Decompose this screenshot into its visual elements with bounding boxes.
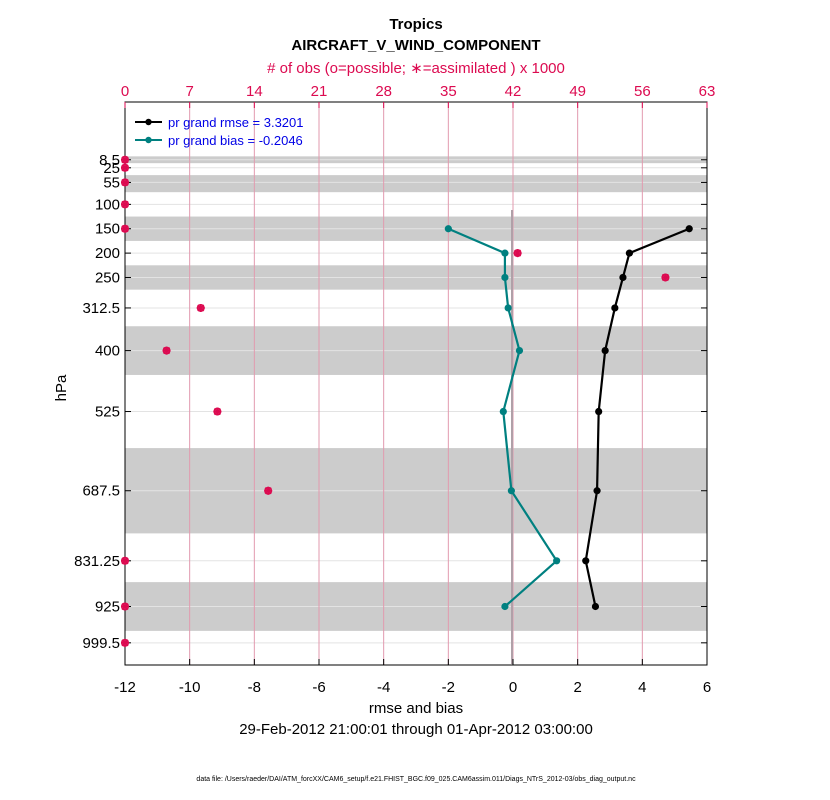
bottom-tick-label: 2 (573, 679, 581, 696)
obs-assimilated-marker (162, 346, 171, 355)
y-axis-label: hPa (53, 374, 70, 401)
series-point (593, 487, 601, 495)
y-tick-label: 250 (95, 269, 120, 286)
legend-bias: pr grand bias = -0.2046 (168, 133, 303, 148)
y-tick-label: 687.5 (82, 483, 120, 500)
y-tick-label: 400 (95, 343, 120, 360)
series-point (501, 273, 509, 282)
chart-title: Tropics (389, 16, 442, 33)
top-tick-label: 28 (375, 83, 392, 100)
bottom-tick-label: -8 (248, 679, 261, 696)
bottom-tick-label: -10 (179, 679, 201, 696)
y-tick-label: 999.5 (82, 635, 120, 652)
y-tick-label: 8.5 (99, 152, 120, 169)
top-tick-label: 49 (569, 83, 586, 100)
series-point (595, 407, 603, 416)
obs-assimilated-marker (213, 407, 222, 416)
legend: pr grand rmse = 3.3201 pr grand bias = -… (135, 115, 304, 148)
obs-assimilated-marker (196, 303, 205, 312)
series-point (685, 225, 693, 233)
obs-assimilated-marker (121, 178, 129, 187)
horizontal-gridlines (125, 159, 707, 644)
series-point (619, 273, 627, 282)
y-tick-label: 312.5 (82, 300, 120, 317)
obs-assimilated-marker (121, 163, 129, 172)
obs-assimilated-marker (121, 200, 129, 209)
y-tick-label: 100 (95, 196, 120, 213)
series-point (553, 557, 561, 565)
obs-assimilated-marker (513, 249, 522, 258)
series-point (501, 249, 509, 257)
legend-rmse: pr grand rmse = 3.3201 (168, 115, 304, 130)
series-point (501, 602, 509, 611)
y-tick-label: 25 (103, 160, 120, 177)
bottom-tick-label: -2 (442, 679, 455, 696)
series-layer (444, 225, 693, 611)
plot-frame (124, 101, 708, 666)
obs-assimilated-marker (121, 556, 129, 565)
y-tick-label: 55 (103, 174, 120, 191)
top-tick-label: 63 (699, 83, 716, 100)
series-point (504, 304, 512, 312)
obs-assimilated-marker (121, 155, 129, 164)
y-tick-label: 831.25 (74, 553, 120, 570)
series-point (591, 602, 600, 611)
y-tick-label: 200 (95, 245, 120, 262)
obs-assimilated-marker (121, 224, 129, 233)
top-tick-label: 42 (505, 83, 522, 100)
bottom-tick-label: -12 (114, 679, 136, 696)
series-point (625, 249, 634, 257)
obs-assimilated-marker (264, 486, 273, 495)
obs-assimilated-marker (121, 602, 129, 611)
top-tick-label: 35 (440, 83, 457, 100)
series-point (444, 225, 452, 233)
level-bands (125, 156, 707, 631)
bottom-axis-ticks: -12 -10 -8 -6 -4 -2 0 2 4 6 (114, 659, 711, 696)
footnote: data file: /Users/raeder/DAI/ATM_forcXX/… (196, 776, 636, 783)
series-point (507, 487, 515, 495)
bottom-tick-label: 4 (638, 679, 646, 696)
obs-count-markers (121, 155, 670, 647)
legend-rmse-marker (145, 118, 152, 126)
series-point (515, 346, 524, 355)
top-tick-label: 7 (185, 83, 193, 100)
x-axis-label: rmse and bias (369, 700, 463, 717)
top-tick-label: 56 (634, 83, 651, 100)
y-tick-label: 525 (95, 404, 120, 421)
obs-assimilated-marker (121, 638, 129, 647)
level-band (125, 175, 707, 193)
top-tick-label: 0 (121, 83, 129, 100)
series-point (611, 304, 619, 312)
y-tick-label: 925 (95, 599, 120, 616)
series-point (582, 557, 590, 565)
top-axis-ticks: 0 7 14 21 28 35 42 49 56 63 (121, 83, 716, 108)
bottom-tick-label: -6 (312, 679, 325, 696)
top-axis-label: # of obs (o=possible; ∗=assimilated ) x … (267, 60, 565, 77)
y-tick-label: 150 (95, 221, 120, 238)
bottom-tick-label: -4 (377, 679, 390, 696)
chart-subtitle: AIRCRAFT_V_WIND_COMPONENT (291, 37, 540, 54)
series-point (601, 346, 609, 355)
top-tick-label: 14 (246, 83, 263, 100)
date-range: 29-Feb-2012 21:00:01 through 01-Apr-2012… (239, 721, 593, 738)
bottom-tick-label: 0 (509, 679, 517, 696)
obs-assimilated-marker (661, 273, 670, 282)
bottom-tick-label: 6 (703, 679, 711, 696)
series-point (499, 407, 507, 416)
top-tick-label: 21 (311, 83, 328, 100)
legend-bias-marker (145, 136, 152, 144)
